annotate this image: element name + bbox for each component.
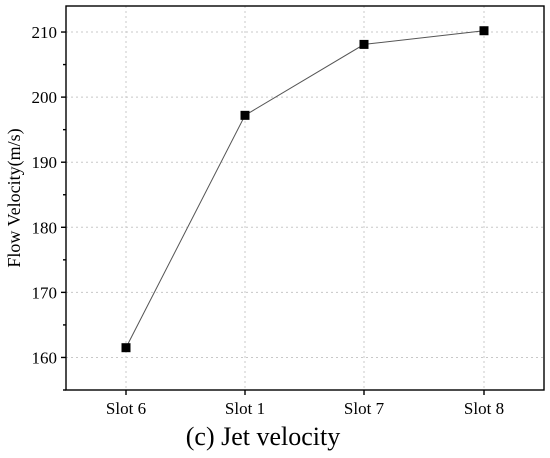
- x-tick-label: Slot 8: [464, 399, 504, 418]
- x-tick-label: Slot 6: [106, 399, 146, 418]
- y-tick-label: 180: [32, 218, 58, 237]
- plot-frame: [65, 5, 545, 391]
- chart-caption: (c) Jet velocity: [186, 422, 341, 451]
- x-tick-label: Slot 7: [344, 399, 385, 418]
- data-point-marker: [121, 343, 131, 353]
- marker-layer: [121, 26, 489, 353]
- y-tick-label: 160: [32, 348, 58, 367]
- grid-layer: [66, 6, 544, 390]
- y-tick-label: 210: [32, 23, 58, 42]
- y-tick-label: 200: [32, 88, 58, 107]
- data-point-marker: [359, 39, 369, 49]
- tick-layer: 160 170 180 190 200 210 Slot 6 Slot 1 Slot 7 Slot…: [32, 23, 505, 418]
- y-axis-title: Flow Velocity(m/s): [4, 128, 25, 267]
- x-tick-label: Slot 1: [225, 399, 265, 418]
- data-point-marker: [240, 110, 250, 120]
- series-line: [125, 30, 485, 348]
- series-line-layer: [125, 30, 485, 348]
- data-point-marker: [479, 26, 489, 36]
- y-tick-label: 170: [32, 283, 58, 302]
- y-tick-label: 190: [32, 153, 58, 172]
